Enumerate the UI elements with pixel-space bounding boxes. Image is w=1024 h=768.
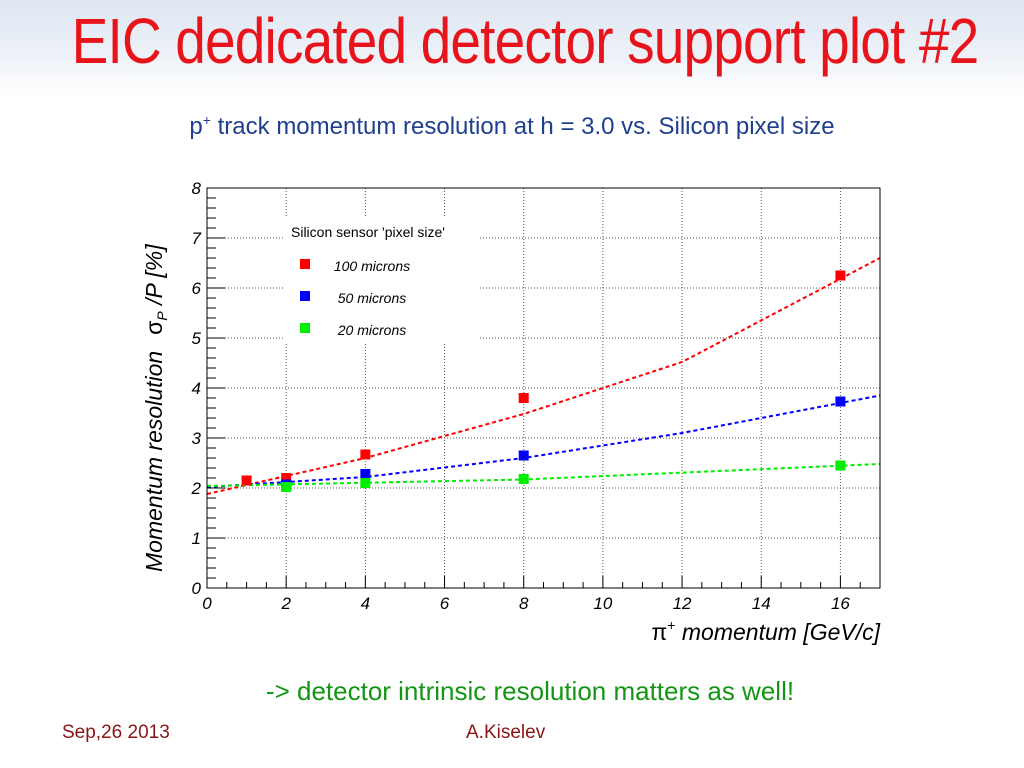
y-tick-label: 0 <box>192 579 202 598</box>
legend-marker <box>300 291 310 301</box>
data-point <box>241 475 252 486</box>
slide-title: EIC dedicated detector support plot #2 <box>71 5 980 77</box>
legend-box <box>284 216 479 344</box>
footer-date: Sep,26 2013 <box>62 722 170 743</box>
legend-marker <box>300 259 310 269</box>
data-point <box>835 270 846 281</box>
fit-curve <box>206 463 881 487</box>
y-tick-label: 7 <box>192 229 202 248</box>
legend-marker <box>300 323 310 333</box>
legend: Silicon sensor 'pixel size' 100 microns 5… <box>284 216 479 344</box>
legend-label: 50 microns <box>338 290 406 306</box>
x-tick-label: 0 <box>202 594 212 613</box>
data-point <box>281 473 292 483</box>
data-point <box>360 478 371 488</box>
subtitle-text: track momentum resolution at h = 3.0 vs.… <box>210 113 835 140</box>
x-axis-title: π+ momentum [GeV/c] <box>651 617 880 645</box>
y-tick-label: 6 <box>192 279 202 298</box>
y-axis-title-label: Momentum resolution <box>141 351 167 572</box>
y-tick-label: 8 <box>192 179 202 198</box>
x-axis-title-label: momentum [GeV/c] <box>682 619 881 645</box>
data-point <box>518 450 529 461</box>
title-band <box>0 0 1024 95</box>
y-tick-label: 2 <box>191 479 202 498</box>
x-tick-label: 10 <box>593 594 612 613</box>
y-tick-label: 4 <box>192 379 201 398</box>
x-tick-label: 2 <box>280 594 291 613</box>
x-tick-label: 6 <box>440 594 450 613</box>
data-points <box>241 270 846 492</box>
x-tick-label: 16 <box>831 594 850 613</box>
y-axis-title-tail: /P [%] <box>141 244 167 311</box>
data-point <box>518 393 529 403</box>
y-tick-label: 3 <box>192 429 202 448</box>
y-axis-title-sub: P <box>154 311 170 321</box>
conclusion-note: -> detector intrinsic resolution matters… <box>265 676 795 706</box>
data-point <box>835 460 846 471</box>
y-axis-title: Momentum resolution σP /P [%] <box>141 244 170 572</box>
x-tick-label: 8 <box>519 594 529 613</box>
y-tick-label: 5 <box>192 329 202 348</box>
legend-title: Silicon sensor 'pixel size' <box>291 224 445 240</box>
fit-curve <box>206 257 881 495</box>
subtitle-prefix: p <box>189 113 203 140</box>
y-axis-title-sigma: σ <box>141 321 167 335</box>
data-point <box>518 474 529 484</box>
data-point <box>360 449 371 460</box>
data-point <box>281 482 292 492</box>
chart-subtitle: p+ track momentum resolution at h = 3.0 … <box>0 112 1024 141</box>
y-tick-label: 1 <box>192 529 201 548</box>
x-axis-title-sup: + <box>667 617 675 633</box>
footer-author: A.Kiselev <box>466 722 546 743</box>
x-tick-label: 14 <box>752 594 771 613</box>
data-point <box>835 396 846 407</box>
subtitle-superscript: + <box>202 112 211 128</box>
x-axis-title-pi: π <box>651 619 667 645</box>
legend-label: 100 microns <box>334 258 410 274</box>
legend-label: 20 microns <box>337 322 406 338</box>
x-tick-label: 12 <box>673 594 692 613</box>
x-tick-label: 4 <box>361 594 370 613</box>
fit-curve <box>206 394 881 488</box>
data-point <box>360 469 371 479</box>
